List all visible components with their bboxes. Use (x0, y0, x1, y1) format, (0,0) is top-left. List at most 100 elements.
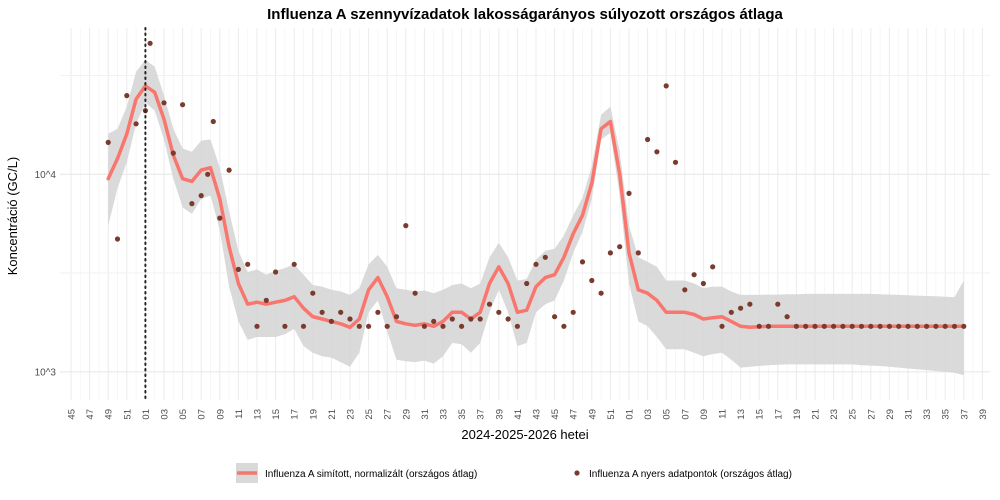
x-tick-label: 07 (680, 409, 691, 420)
raw-data-point (868, 323, 874, 329)
raw-data-point (914, 323, 920, 329)
x-tick-label: 03 (643, 409, 654, 420)
raw-data-point (468, 316, 474, 322)
chart-title: Influenza A szennyvízadatok lakosságarán… (267, 6, 783, 23)
raw-data-point (300, 323, 307, 329)
x-tick-label: 51 (606, 409, 617, 420)
x-axis-ticks: 45 47 49 51 01 03 05 07 09 11 13 15 17 19 21 23 25 27 29 31… (67, 409, 989, 420)
x-tick-label: 31 (904, 409, 915, 420)
raw-data-point (180, 102, 186, 108)
x-tick-label: 49 (587, 409, 598, 420)
x-tick-label: 31 (420, 409, 431, 420)
raw-data-point (170, 150, 176, 156)
raw-data-point (477, 316, 483, 322)
x-tick-label: 37 (959, 409, 970, 420)
raw-data-point (858, 323, 865, 329)
raw-data-point (282, 323, 288, 329)
raw-data-point (765, 323, 772, 329)
raw-data-point (607, 250, 614, 256)
raw-data-point (505, 316, 511, 322)
raw-data-point (784, 314, 790, 320)
raw-data-point (561, 323, 567, 329)
x-tick-label: 45 (67, 409, 78, 420)
raw-data-point (217, 215, 223, 221)
raw-data-point (942, 323, 948, 329)
raw-data-point (356, 323, 362, 329)
raw-data-point (347, 316, 353, 322)
raw-data-point (254, 323, 260, 329)
raw-data-point (542, 254, 548, 260)
x-tick-label: 43 (532, 409, 543, 420)
raw-data-point (803, 323, 809, 329)
raw-data-point (524, 280, 530, 287)
raw-data-point (235, 266, 241, 272)
raw-data-point (124, 93, 130, 99)
x-tick-label: 39 (494, 409, 505, 420)
raw-data-point (896, 323, 902, 329)
raw-data-point (747, 301, 753, 307)
confidence-band-area (108, 59, 964, 376)
raw-data-point (338, 309, 344, 315)
raw-data-point (393, 314, 400, 320)
x-tick-label: 05 (662, 409, 673, 420)
x-tick-label: 01 (625, 409, 636, 420)
raw-data-point (589, 277, 595, 284)
raw-data-point (756, 323, 762, 329)
raw-points-series (105, 40, 967, 329)
x-tick-label: 13 (253, 409, 264, 420)
raw-data-point (384, 323, 390, 329)
legend-key-raw-point (574, 470, 580, 476)
raw-data-point (933, 323, 939, 329)
x-tick-label: 41 (513, 409, 524, 420)
raw-data-point (421, 323, 427, 329)
raw-data-point (198, 193, 204, 199)
x-tick-label: 47 (85, 409, 96, 420)
x-tick-label: 29 (885, 409, 896, 420)
x-tick-label: 11 (234, 409, 245, 419)
x-tick-label: 29 (401, 409, 412, 420)
raw-data-point (533, 261, 539, 267)
x-tick-label: 19 (792, 409, 803, 420)
confidence-band (108, 59, 964, 376)
raw-data-point (672, 159, 679, 165)
x-tick-label: 17 (290, 409, 301, 420)
raw-data-point (570, 309, 576, 315)
raw-data-point (691, 272, 697, 278)
raw-data-point (273, 269, 279, 275)
x-tick-label: 09 (699, 409, 710, 420)
raw-data-point (812, 323, 818, 329)
legend-label-smoothed: Influenza A simított, normalizált (orszá… (265, 469, 477, 480)
raw-data-point (328, 318, 334, 324)
x-tick-label: 15 (755, 409, 766, 420)
raw-data-point (310, 290, 316, 296)
raw-data-point (449, 316, 455, 322)
raw-data-point (886, 323, 893, 329)
raw-data-point (793, 323, 800, 329)
y-tick-label: 10^4 (35, 170, 57, 181)
x-tick-label: 01 (141, 409, 152, 420)
x-tick-label: 25 (364, 409, 375, 420)
raw-data-point (663, 83, 669, 89)
raw-data-point (654, 149, 660, 155)
x-tick-label: 37 (476, 409, 487, 420)
x-tick-label: 05 (178, 409, 189, 420)
raw-data-point (831, 323, 837, 329)
raw-data-point (840, 323, 846, 329)
x-tick-label: 35 (457, 409, 468, 420)
x-axis-title: 2024-2025-2026 hetei (461, 427, 588, 442)
x-tick-label: 09 (215, 409, 226, 420)
raw-data-point (775, 301, 781, 307)
raw-data-point (728, 309, 734, 315)
raw-data-point (700, 280, 707, 287)
y-axis-title: Koncentráció (GC/L) (5, 157, 20, 276)
raw-data-point (403, 223, 409, 229)
x-tick-label: 27 (383, 409, 394, 420)
raw-data-point (924, 323, 930, 329)
x-tick-label: 17 (773, 409, 784, 420)
raw-data-point (189, 201, 195, 207)
x-tick-label: 23 (829, 409, 840, 420)
raw-data-point (617, 244, 623, 250)
y-tick-label: 10^3 (35, 367, 57, 378)
x-tick-label: 21 (327, 409, 338, 420)
